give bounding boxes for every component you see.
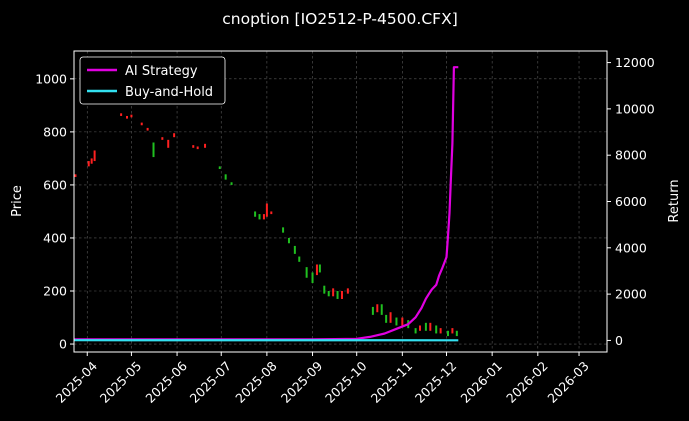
candle-2025-11-13 bbox=[419, 325, 422, 331]
candle-2025-09-04 bbox=[315, 264, 318, 276]
x-tick-label-2025-06: 2025-06 bbox=[142, 358, 190, 406]
legend-label-ai-strategy: AI Strategy bbox=[125, 64, 198, 79]
candle-2025-09-18 bbox=[336, 291, 339, 299]
candle-2025-07-08 bbox=[230, 182, 233, 185]
y-axis-left: 0 200 400 600 800 1000 bbox=[35, 71, 74, 352]
y-tick-label-200: 200 bbox=[43, 284, 67, 299]
candle-2025-06-30 bbox=[218, 166, 221, 170]
candle-2025-09-15 bbox=[332, 288, 335, 297]
y-tick-label-0: 0 bbox=[59, 337, 67, 352]
x-tick-label-2025-04: 2025-04 bbox=[53, 358, 101, 406]
y-axis-right: 0 2000 4000 6000 8000 10000 12000 bbox=[607, 55, 655, 348]
candle-2025-08-16 bbox=[287, 237, 290, 244]
candle-2025-12-05 bbox=[451, 328, 454, 334]
y2-tick-label-10000: 10000 bbox=[615, 101, 655, 116]
candle-2025-05-12 bbox=[146, 127, 149, 131]
y2-axis-title: Return bbox=[667, 179, 682, 222]
candle-2025-07-24 bbox=[254, 211, 257, 217]
candle-2025-06-20 bbox=[204, 143, 207, 148]
candle-2025-08-12 bbox=[282, 227, 285, 233]
candle-2025-09-12 bbox=[327, 291, 330, 297]
candle-2025-11-01 bbox=[401, 317, 404, 326]
candle-2025-10-21 bbox=[385, 314, 388, 323]
candle-2025-12-02 bbox=[446, 330, 449, 337]
candle-2025-09-01 bbox=[311, 272, 314, 284]
candle-2025-05-26 bbox=[167, 139, 170, 148]
y-axis-title: Price bbox=[10, 185, 25, 217]
y2-tick-label-8000: 8000 bbox=[615, 148, 647, 163]
candle-2025-09-21 bbox=[340, 291, 343, 299]
x-axis: 2025-042025-052025-062025-072025-082025-… bbox=[53, 352, 592, 406]
candle-2025-11-17 bbox=[424, 322, 427, 331]
candle-2025-04-24 bbox=[120, 113, 123, 116]
candle-2025-08-23 bbox=[298, 256, 301, 262]
candle-2025-10-24 bbox=[389, 312, 392, 323]
y2-tick-label-2000: 2000 bbox=[615, 287, 647, 302]
legend: AI Strategy Buy-and-Hold bbox=[79, 56, 226, 105]
candle-2025-09-09 bbox=[323, 285, 326, 294]
y-tick-label-800: 800 bbox=[43, 124, 67, 139]
candle-2025-08-20 bbox=[293, 245, 296, 254]
x-tick-label-2025-08: 2025-08 bbox=[232, 358, 280, 406]
candle-2025-07-04 bbox=[224, 174, 227, 180]
candle-2025-04-04 bbox=[90, 158, 93, 164]
candle-2025-11-27 bbox=[439, 328, 442, 334]
x-tick-label-2025-05: 2025-05 bbox=[97, 358, 145, 406]
y-tick-label-600: 600 bbox=[43, 177, 67, 192]
candle-2025-07-30 bbox=[262, 214, 265, 220]
grid-lines bbox=[74, 51, 607, 352]
candle-2025-06-15 bbox=[196, 146, 199, 150]
y2-tick-label-0: 0 bbox=[615, 333, 623, 348]
x-tick-label-2026-01: 2026-01 bbox=[458, 358, 506, 406]
y2-tick-label-6000: 6000 bbox=[615, 194, 647, 209]
candle-2025-05-30 bbox=[173, 133, 176, 138]
candle-2025-08-01 bbox=[265, 203, 268, 217]
y2-tick-label-4000: 4000 bbox=[615, 240, 647, 255]
candle-2025-03-24 bbox=[74, 174, 77, 177]
legend-label-buy-and-hold: Buy-and-Hold bbox=[125, 85, 213, 100]
x-tick-label-2026-03: 2026-03 bbox=[544, 358, 592, 406]
candle-2025-10-18 bbox=[380, 304, 383, 315]
x-tick-label-2025-07: 2025-07 bbox=[187, 358, 235, 406]
candle-2025-08-28 bbox=[305, 267, 308, 278]
candle-2025-09-25 bbox=[346, 288, 349, 294]
candle-2025-05-01 bbox=[130, 114, 133, 118]
candle-2025-04-28 bbox=[126, 115, 129, 119]
candle-2025-05-08 bbox=[140, 122, 143, 126]
candle-2025-09-06 bbox=[318, 264, 321, 273]
candle-2025-07-27 bbox=[258, 214, 261, 220]
line-series bbox=[73, 66, 459, 342]
candlestick-series bbox=[74, 113, 458, 337]
candle-2025-04-02 bbox=[87, 161, 90, 167]
candle-2025-11-24 bbox=[435, 325, 438, 334]
candle-2025-08-04 bbox=[270, 211, 273, 215]
x-tick-label-2025-09: 2025-09 bbox=[278, 358, 326, 406]
candle-2025-10-15 bbox=[376, 304, 379, 313]
candle-2025-10-12 bbox=[371, 306, 374, 315]
candle-2025-12-08 bbox=[455, 330, 458, 337]
candle-2025-05-16 bbox=[152, 142, 155, 158]
candle-2025-10-28 bbox=[395, 317, 398, 326]
x-tick-label-2026-02: 2026-02 bbox=[503, 358, 551, 406]
candle-2025-04-06 bbox=[93, 150, 96, 162]
x-tick-label-2025-10: 2025-10 bbox=[322, 358, 370, 406]
candle-2025-06-12 bbox=[192, 145, 195, 148]
y2-tick-label-12000: 12000 bbox=[615, 55, 655, 70]
y-tick-label-400: 400 bbox=[43, 230, 67, 245]
candle-2025-11-10 bbox=[414, 328, 417, 334]
candle-2025-11-20 bbox=[429, 322, 432, 331]
chart-title: cnoption [IO2512-P-4500.CFX] bbox=[222, 10, 458, 28]
y-tick-label-1000: 1000 bbox=[35, 71, 67, 86]
x-tick-label-2025-11: 2025-11 bbox=[368, 358, 416, 406]
candle-2025-05-22 bbox=[161, 137, 164, 140]
x-tick-label-2025-12: 2025-12 bbox=[412, 358, 460, 406]
